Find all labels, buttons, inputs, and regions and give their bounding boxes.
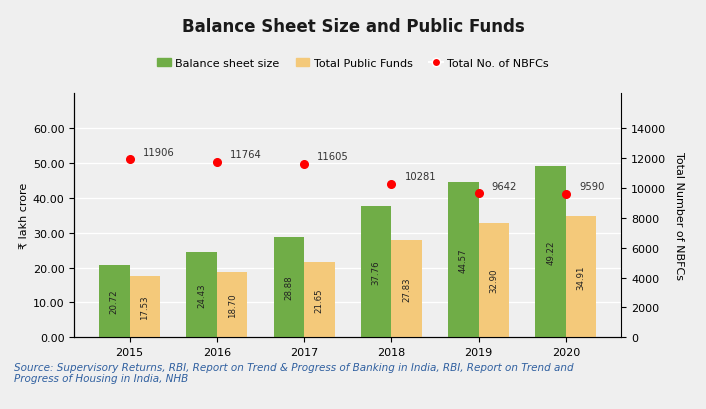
Text: 34.91: 34.91 [577, 265, 586, 289]
Text: 44.57: 44.57 [459, 248, 468, 272]
Text: 11906: 11906 [143, 147, 174, 157]
Bar [391, 240, 422, 337]
Bar [304, 262, 335, 337]
Text: 21.65: 21.65 [315, 288, 324, 312]
Text: 11605: 11605 [317, 152, 349, 162]
Y-axis label: Total Number of NBFCs: Total Number of NBFCs [674, 152, 684, 280]
Bar [129, 276, 160, 337]
Text: 28.88: 28.88 [285, 275, 293, 299]
Bar [566, 216, 597, 337]
Text: 24.43: 24.43 [197, 283, 206, 307]
Text: 9590: 9590 [579, 182, 604, 192]
Text: Source: Supervisory Returns, RBI, Report on Trend & Progress of Banking in India: Source: Supervisory Returns, RBI, Report… [14, 362, 574, 384]
Text: 37.76: 37.76 [371, 259, 381, 284]
Text: 17.53: 17.53 [140, 294, 149, 319]
Text: 18.70: 18.70 [227, 292, 237, 317]
Text: 10281: 10281 [405, 172, 436, 182]
Bar [99, 265, 129, 337]
Text: 11764: 11764 [230, 149, 262, 160]
Bar [535, 166, 566, 337]
Bar [361, 206, 391, 337]
Text: 32.90: 32.90 [489, 268, 498, 292]
Bar [273, 237, 304, 337]
Legend: Balance sheet size, Total Public Funds, Total No. of NBFCs: Balance sheet size, Total Public Funds, … [152, 55, 554, 74]
Text: 20.72: 20.72 [109, 289, 119, 314]
Bar [217, 272, 247, 337]
Bar [186, 252, 217, 337]
Bar [479, 223, 509, 337]
Text: 27.83: 27.83 [402, 277, 411, 301]
Y-axis label: ₹ lakh crore: ₹ lakh crore [18, 183, 28, 249]
Text: Balance Sheet Size and Public Funds: Balance Sheet Size and Public Funds [181, 18, 525, 36]
Text: 49.22: 49.22 [546, 240, 555, 264]
Text: 9642: 9642 [491, 181, 517, 191]
Bar [448, 182, 479, 337]
